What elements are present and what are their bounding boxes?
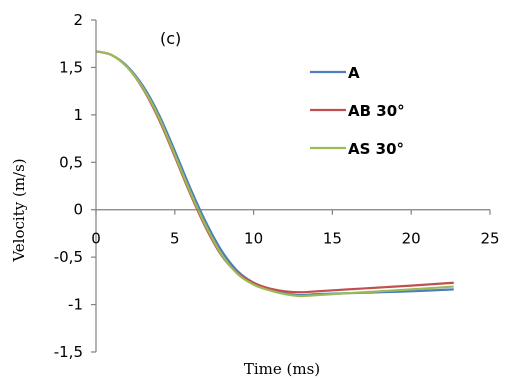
y-tick-label: -1,5 [54,343,83,361]
x-tick-label: 20 [402,230,421,248]
y-tick-label: 0 [73,201,83,219]
x-axis-title: Time (ms) [244,360,320,378]
x-tick-label: 0 [91,230,101,248]
x-tick-label: 25 [480,230,499,248]
x-ticks: 0 5 10 15 20 25 [91,209,500,248]
y-tick-label: 2 [73,11,83,29]
y-tick-label: -1 [68,296,83,314]
legend-label-a: A [348,64,360,82]
x-tick-label: 5 [170,230,180,248]
y-tick-label: 1,5 [59,58,83,76]
y-ticks: 2 1,5 1 0,5 0 -0,5 -1 -1,5 [54,11,96,361]
series-line-ab-30 [95,50,454,294]
x-tick-label: 15 [323,230,342,248]
y-tick-label: 1 [73,106,83,124]
legend: A AB 30° AS 30° [310,64,405,158]
y-axis-title: Velocity (m/s) [10,158,28,262]
y-tick-label: 0,5 [59,153,83,171]
legend-label-as-30: AS 30° [348,140,404,158]
plot-lines [95,50,454,298]
panel-label: (c) [160,29,181,48]
x-tick-label: 10 [244,230,263,248]
legend-label-ab-30: AB 30° [348,102,405,120]
y-tick-label: -0,5 [54,248,83,266]
series-line-as-30 [95,50,454,298]
series-line-a [95,50,454,297]
